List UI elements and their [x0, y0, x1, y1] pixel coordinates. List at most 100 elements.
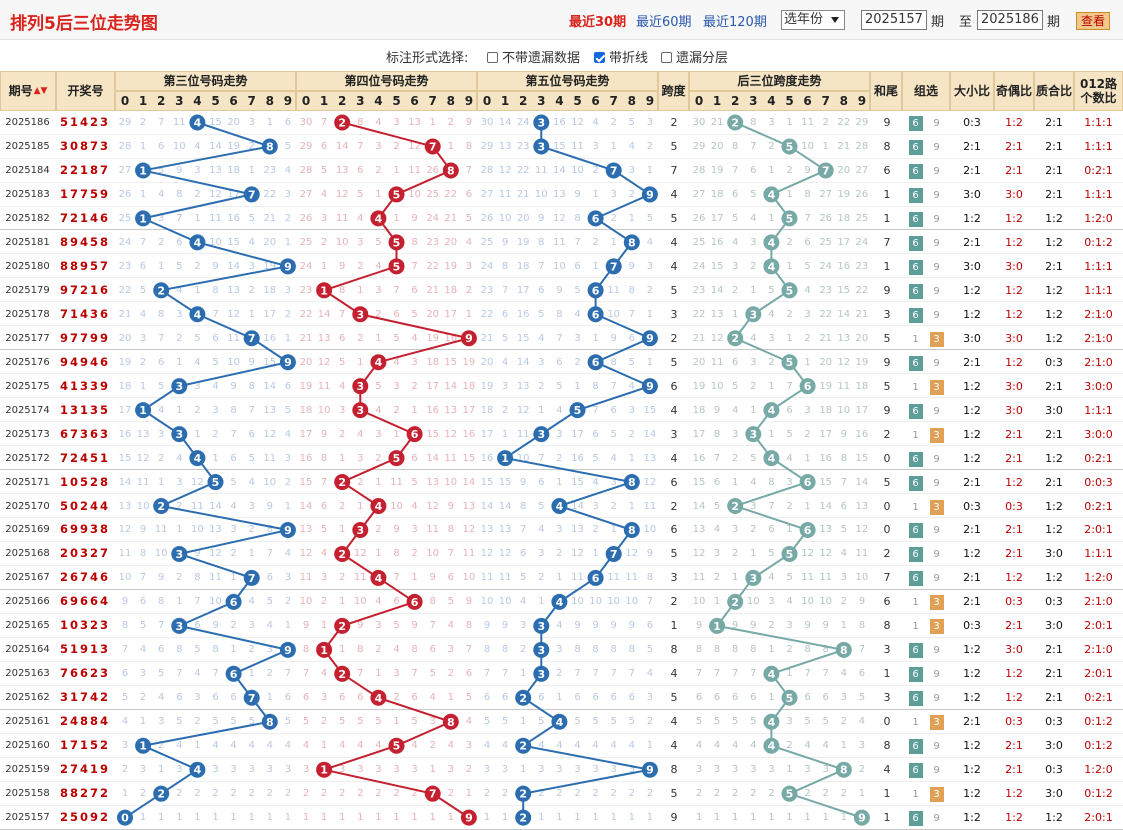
miss-value: 28: [480, 164, 494, 176]
sum-tail-cell: 0: [883, 715, 891, 729]
road-cell: 2:1:0: [1084, 595, 1113, 609]
miss-value: 1: [339, 644, 346, 656]
miss-value: 2: [393, 140, 400, 152]
miss-value: 12: [317, 356, 331, 368]
miss-value: 11: [819, 572, 833, 584]
number-ball-label: 3: [175, 548, 183, 561]
opt-no-missing[interactable]: 不带遗漏数据: [487, 47, 580, 66]
miss-value: 12: [462, 524, 476, 536]
span-cell: 4: [670, 259, 678, 273]
miss-value: 1: [556, 812, 563, 824]
miss-value: 5: [194, 332, 201, 344]
miss-value: 25: [819, 236, 833, 248]
miss-value: 7: [357, 140, 364, 152]
number-ball: [533, 641, 550, 658]
link-recent-60[interactable]: 最近60期: [636, 15, 692, 30]
miss-value: 2: [139, 692, 147, 704]
number-ball-label: 3: [749, 308, 757, 321]
miss-value: 3: [592, 764, 599, 776]
number-ball-label: 9: [284, 644, 292, 657]
period-cell: 2025172: [5, 452, 50, 464]
col-period[interactable]: 期号 ▲▼: [0, 71, 56, 111]
group-cell: 6 9: [902, 111, 950, 134]
miss-value: 10: [553, 260, 566, 272]
miss-value: 1: [732, 476, 739, 488]
miss-value: 2: [628, 188, 635, 200]
miss-value: 10: [299, 596, 313, 608]
miss-value: 5: [139, 284, 147, 296]
road-cell: 1:1:1: [1084, 259, 1113, 273]
draw-number: 22187: [59, 162, 110, 177]
miss-value: 6: [858, 668, 866, 680]
miss-value: 26: [426, 164, 440, 176]
miss-value: 3: [750, 356, 757, 368]
miss-value: 2: [592, 164, 599, 176]
road-cell: 0:1:2: [1084, 787, 1113, 801]
miss-value: 2: [520, 644, 527, 656]
miss-value: 1: [429, 812, 436, 824]
link-recent-30[interactable]: 最近30期: [569, 15, 627, 30]
miss-value: 11: [462, 548, 476, 560]
miss-value: 2: [212, 788, 219, 800]
number-ball: [388, 234, 405, 251]
miss-value: 13: [209, 164, 222, 176]
table-row: 2025186 51423 2 9 6 9 0:3 1:2 2:1 1:1:1 29 2 7 11 15 2…: [0, 111, 1123, 135]
miss-value: 3: [158, 212, 165, 224]
number-ball-label: 3: [537, 668, 545, 681]
to-period-input[interactable]: 2025186: [977, 10, 1043, 30]
opt-layered[interactable]: 遗漏分层: [661, 47, 728, 66]
miss-value: 17: [692, 428, 706, 440]
sum-tail-cell: 1: [883, 667, 891, 681]
year-select[interactable]: 选年份: [781, 10, 845, 30]
big-small-cell: 1:2: [963, 763, 981, 777]
miss-value: 9: [713, 404, 721, 416]
miss-value: 16: [710, 236, 724, 248]
miss-value: 7: [139, 572, 147, 584]
draw-number: 10528: [59, 474, 110, 489]
number-ball: [370, 354, 387, 371]
miss-value: 15: [209, 117, 222, 128]
checkbox-icon[interactable]: [661, 52, 672, 63]
miss-value: 4: [139, 308, 147, 320]
miss-value: 1: [804, 500, 811, 512]
miss-value: 18: [710, 188, 724, 200]
miss-value: 1: [248, 548, 255, 560]
miss-value: 10: [426, 548, 440, 560]
miss-value: 2: [393, 404, 400, 416]
miss-value: 9: [447, 500, 454, 512]
link-recent-120[interactable]: 最近120期: [703, 15, 767, 30]
miss-value: 6: [121, 668, 129, 680]
table-row: 2025164 51913 8 3 6 9 1:2 3:0 2:1 2:1:0 7 4 6 8 5 8 1 2 3…: [0, 638, 1123, 662]
opt-polyline[interactable]: 带折线: [594, 47, 648, 66]
prime-cell: 2:1: [1045, 116, 1063, 129]
span-cell: 4: [670, 667, 678, 681]
miss-value: 9: [158, 572, 165, 584]
miss-value: 4: [646, 236, 654, 248]
miss-value: 3: [320, 212, 328, 224]
digit-header: 2: [157, 94, 166, 108]
digit-header: 4: [374, 94, 383, 108]
period-cell: 2025158: [5, 788, 50, 800]
from-period-input[interactable]: 2025157: [861, 10, 927, 30]
road-cell: 1:1:1: [1084, 116, 1113, 129]
miss-value: 1: [375, 668, 382, 680]
group-cell: 6 9: [902, 447, 950, 470]
road-cell: 0:2:1: [1084, 499, 1113, 513]
miss-value: 4: [538, 332, 545, 344]
number-ball-label: 8: [628, 236, 636, 249]
number-ball: [515, 785, 532, 802]
miss-value: 14: [227, 260, 240, 272]
number-ball: [243, 330, 260, 347]
period-cell: 2025177: [5, 332, 50, 344]
miss-value: 9: [266, 500, 273, 512]
miss-value: 1: [176, 596, 183, 608]
miss-value: 7: [646, 596, 654, 608]
odd-even-cell: 3:0: [1005, 331, 1023, 345]
checkbox-checked-icon[interactable]: [594, 52, 605, 63]
miss-value: 4: [501, 356, 509, 368]
miss-value: 10: [172, 140, 186, 152]
miss-value: 6: [357, 692, 364, 704]
odd-even-cell: 2:1: [1005, 523, 1023, 537]
query-button[interactable]: 查看: [1076, 12, 1110, 30]
checkbox-icon[interactable]: [487, 52, 498, 63]
